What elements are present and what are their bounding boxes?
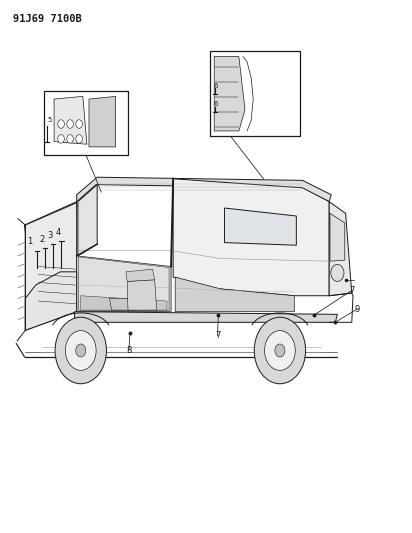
Text: 7: 7 (349, 286, 354, 295)
Polygon shape (79, 257, 169, 310)
Text: 5: 5 (47, 117, 52, 123)
Text: 6: 6 (213, 101, 218, 107)
Polygon shape (77, 177, 331, 201)
Polygon shape (24, 201, 77, 232)
Text: 7: 7 (215, 331, 220, 340)
Bar (210, 51, 300, 136)
Polygon shape (214, 56, 245, 131)
Circle shape (331, 264, 344, 281)
Circle shape (58, 120, 64, 128)
Circle shape (76, 344, 86, 357)
Text: 1: 1 (27, 237, 32, 246)
Text: 3: 3 (47, 231, 53, 240)
Circle shape (265, 330, 295, 370)
Polygon shape (175, 277, 294, 312)
Circle shape (55, 317, 106, 384)
Text: 6: 6 (213, 83, 218, 89)
Circle shape (58, 135, 64, 143)
Polygon shape (78, 184, 97, 256)
Bar (44, 91, 128, 155)
Polygon shape (329, 201, 352, 296)
Polygon shape (173, 179, 329, 296)
Polygon shape (89, 96, 116, 147)
Circle shape (67, 120, 73, 128)
Polygon shape (25, 203, 77, 330)
Polygon shape (81, 296, 167, 310)
Polygon shape (54, 96, 87, 144)
Circle shape (76, 120, 82, 128)
Text: 4: 4 (56, 228, 61, 237)
Circle shape (76, 135, 82, 143)
Circle shape (275, 344, 285, 357)
Polygon shape (225, 208, 296, 245)
Circle shape (66, 330, 96, 370)
Text: 2: 2 (39, 235, 44, 244)
Polygon shape (110, 298, 132, 310)
Polygon shape (77, 256, 171, 312)
Text: 9: 9 (354, 304, 360, 313)
Text: 91J69 7100B: 91J69 7100B (13, 14, 82, 24)
Circle shape (67, 135, 73, 143)
Polygon shape (126, 269, 154, 281)
Polygon shape (75, 312, 337, 322)
Circle shape (254, 317, 306, 384)
Polygon shape (127, 280, 157, 310)
Polygon shape (25, 272, 77, 330)
Text: 8: 8 (126, 346, 131, 355)
Polygon shape (330, 213, 345, 261)
